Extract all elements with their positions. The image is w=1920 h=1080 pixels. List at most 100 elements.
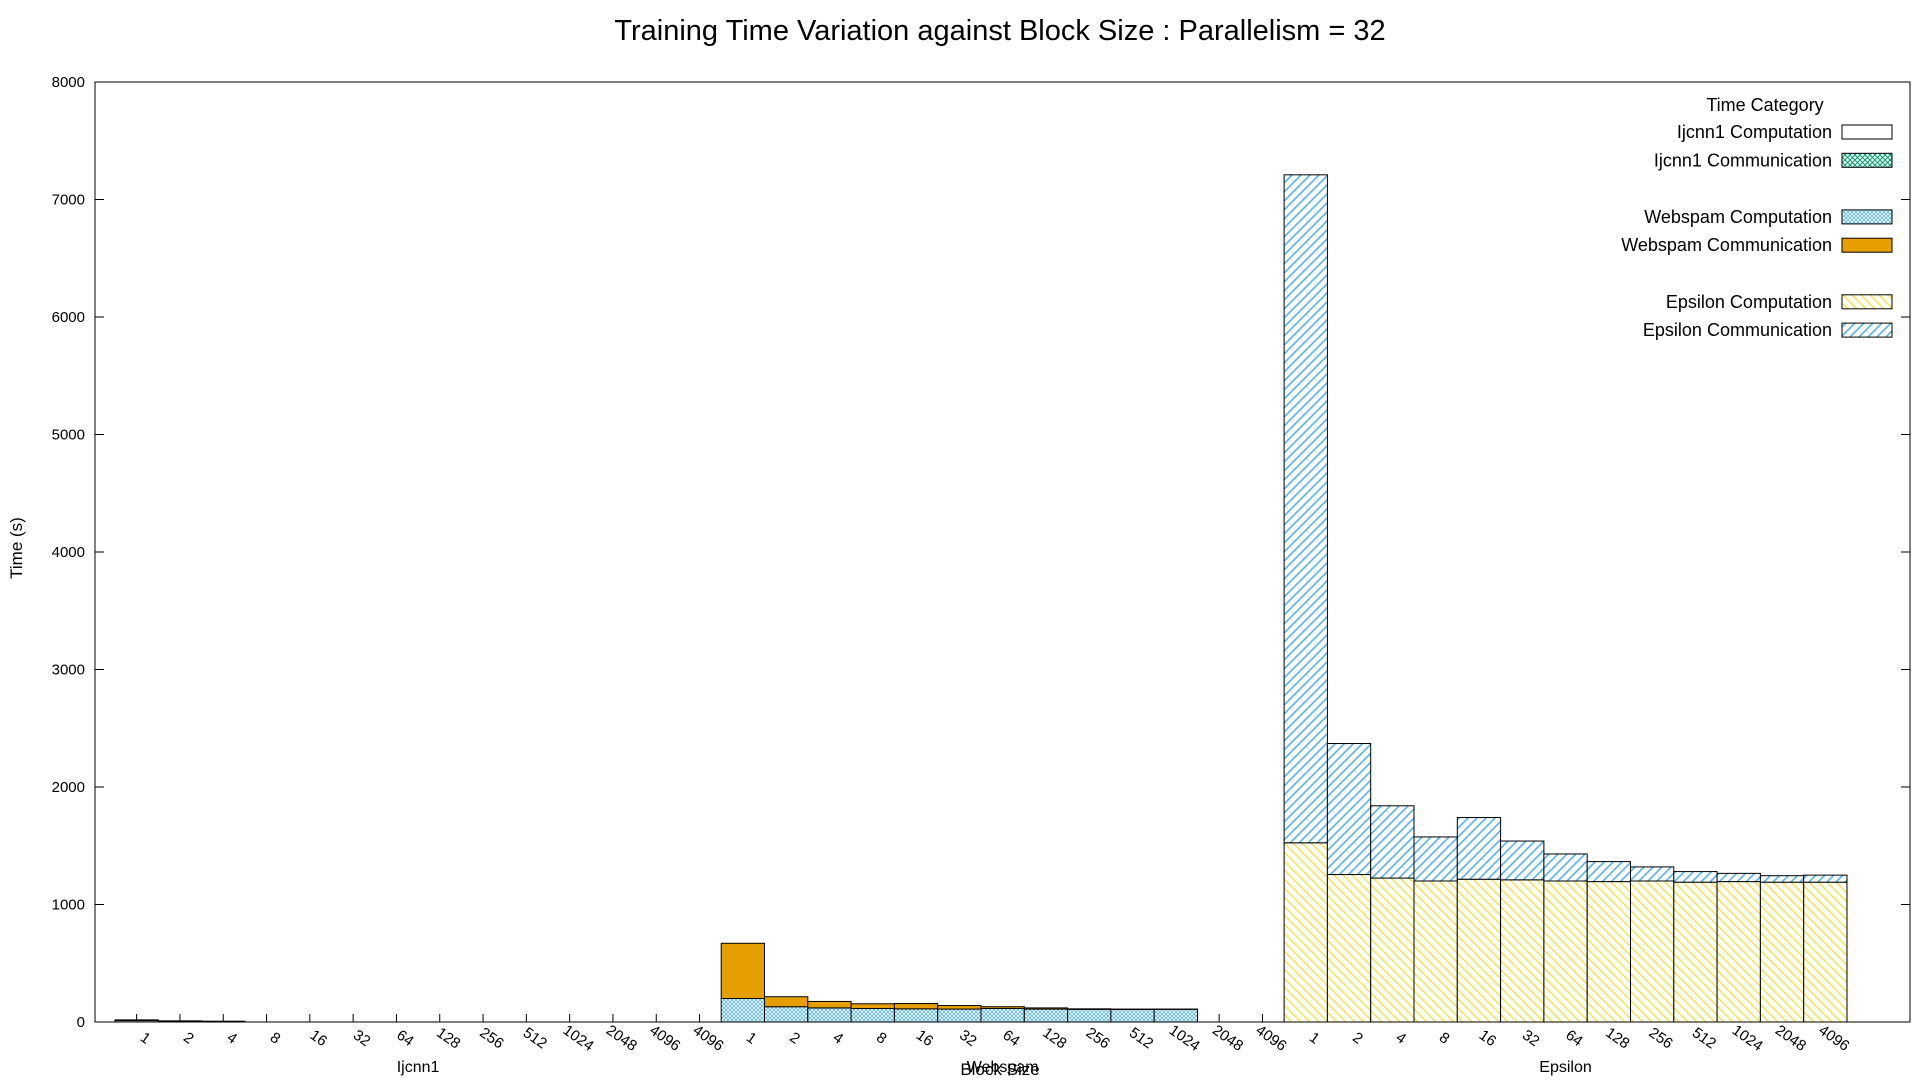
- y-axis-label: Time (s): [7, 517, 26, 579]
- y-tick-label: 6000: [52, 309, 85, 326]
- legend-label: Ijcnn1 Computation: [1677, 122, 1832, 142]
- bar-segment: [114, 1019, 159, 1022]
- x-tick-label: 4096: [1815, 1022, 1852, 1055]
- bar-segment: [1586, 881, 1631, 1023]
- y-tick-label: 0: [77, 1014, 85, 1031]
- legend-label: Epsilon Computation: [1666, 292, 1832, 312]
- y-tick-label: 8000: [52, 74, 85, 91]
- legend-label: Webspam Communication: [1621, 235, 1832, 255]
- x-tick-label: 2: [1349, 1029, 1366, 1048]
- x-tick-label: 1: [743, 1029, 760, 1048]
- bar-segment: [1716, 872, 1761, 883]
- bar-segment: [1283, 174, 1328, 844]
- bar-segment: [893, 1008, 939, 1023]
- legend-swatch: [1841, 124, 1893, 140]
- legend-swatch: [1841, 209, 1893, 225]
- bar-segment: [1543, 853, 1588, 882]
- bar-segment: [1067, 1008, 1112, 1023]
- bar-segment: [1110, 1008, 1155, 1023]
- x-tick-label: 512: [1689, 1024, 1719, 1052]
- group-label: Ijcnn1: [397, 1059, 440, 1076]
- bar-segment: [1413, 836, 1458, 882]
- x-tick-label: 4096: [1252, 1022, 1289, 1055]
- legend-swatch: [1841, 152, 1893, 168]
- x-tick-label: 256: [1083, 1024, 1113, 1052]
- bar-segment: [764, 1006, 809, 1023]
- bar-segment: [720, 942, 766, 1000]
- bar-segment: [1630, 866, 1675, 882]
- bar-segment: [1500, 840, 1545, 881]
- bar-segment: [1673, 871, 1718, 883]
- legend-swatch: [1841, 237, 1893, 253]
- y-tick-label: 3000: [52, 662, 85, 679]
- bar-segment: [1500, 879, 1545, 1023]
- legend-label: Epsilon Communication: [1643, 320, 1832, 340]
- bar-segment: [764, 996, 809, 1008]
- x-tick-label: 16: [913, 1027, 936, 1050]
- chart-title: Training Time Variation against Block Si…: [614, 15, 1385, 47]
- bar-segment: [1023, 1008, 1069, 1023]
- x-tick-label: 256: [1646, 1024, 1676, 1052]
- x-tick-label: 64: [393, 1027, 416, 1050]
- y-tick-label: 4000: [52, 544, 85, 561]
- group-labels: Ijcnn1 Webspam Epsilon: [397, 1059, 1592, 1076]
- x-tick-label: 4: [224, 1029, 241, 1048]
- x-tick-label: 1024: [560, 1022, 597, 1055]
- x-tick-label: 2: [786, 1029, 803, 1048]
- x-tick-label: 1024: [1729, 1022, 1766, 1055]
- bar-segment: [1673, 881, 1718, 1023]
- legend-label: Webspam Computation: [1644, 207, 1832, 227]
- x-tick-label: 8: [873, 1029, 890, 1048]
- legend-swatch: [1841, 322, 1893, 338]
- bar-segment: [1803, 874, 1848, 883]
- group-label: Epsilon: [1539, 1059, 1591, 1076]
- bar-segment: [1759, 875, 1805, 883]
- bar-segment: [980, 1006, 1025, 1009]
- y-axis-ticks: 0 1000 2000 3000 4000 5000 6000 7000 8000: [52, 74, 1910, 1031]
- y-tick-label: 7000: [52, 192, 85, 209]
- x-tick-label: 8: [267, 1029, 284, 1048]
- bar-segment: [980, 1007, 1025, 1023]
- group-label: Webspam: [967, 1059, 1039, 1076]
- bar-segment: [937, 1005, 982, 1010]
- bar-segment: [1283, 842, 1328, 1023]
- bar-segment: [1759, 881, 1805, 1023]
- legend: Time Category Ijcnn1 Computation Ijcnn1 C…: [1621, 95, 1893, 340]
- x-tick-label: 4: [1393, 1029, 1410, 1048]
- y-tick-label: 5000: [52, 427, 85, 444]
- bar-segment: [1456, 817, 1502, 880]
- bar-segment: [1370, 877, 1415, 1023]
- bar-segment: [1586, 861, 1631, 883]
- bar-segment: [1456, 878, 1502, 1023]
- x-tick-label: 1: [137, 1029, 154, 1048]
- x-tick-label: 1024: [1166, 1022, 1203, 1055]
- x-tick-label: 2: [180, 1029, 197, 1048]
- plot-frame: [94, 81, 1911, 1023]
- bar-segment: [1326, 874, 1372, 1023]
- bar-segment: [893, 1003, 939, 1010]
- x-tick-label: 8: [1436, 1029, 1453, 1048]
- legend-label: Ijcnn1 Communication: [1654, 150, 1832, 170]
- x-tick-label: 256: [477, 1024, 507, 1052]
- y-tick-label: 1000: [52, 897, 85, 914]
- bar-segment: [1543, 880, 1588, 1023]
- bar-segment: [1370, 805, 1415, 879]
- x-tick-label: 2048: [1209, 1022, 1246, 1055]
- x-tick-label: 512: [1126, 1024, 1156, 1052]
- x-tick-label: 4096: [690, 1022, 727, 1055]
- bar-segment: [1716, 881, 1761, 1023]
- x-tick-label: 4096: [646, 1022, 683, 1055]
- bar-segment: [807, 1000, 852, 1009]
- x-tick-label: 64: [1562, 1027, 1585, 1050]
- bar-segment: [850, 1007, 895, 1023]
- x-tick-label: 512: [520, 1024, 550, 1052]
- x-tick-label: 16: [1476, 1027, 1499, 1050]
- x-tick-label: 32: [1519, 1027, 1542, 1050]
- bar-segment: [1153, 1008, 1198, 1023]
- x-axis-label: Block Size: [960, 1060, 1039, 1079]
- bar-segment: [1413, 880, 1458, 1023]
- x-tick-label: 128: [433, 1024, 463, 1052]
- y-tick-label: 2000: [52, 779, 85, 796]
- x-tick-label: 2048: [603, 1022, 640, 1055]
